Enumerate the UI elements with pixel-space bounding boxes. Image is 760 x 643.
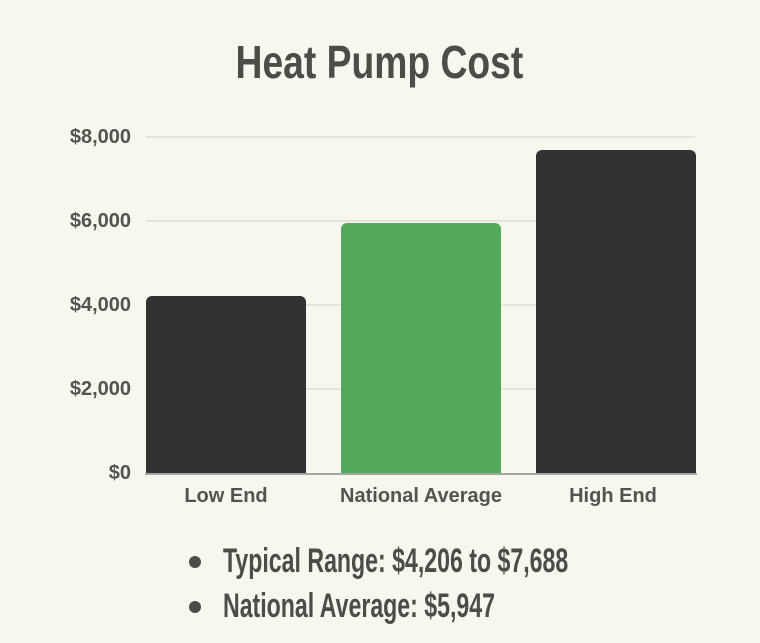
bar-high-end	[536, 150, 696, 473]
bullet-dot-icon	[189, 601, 201, 613]
chart-title: Heat Pump Cost	[235, 36, 524, 88]
gridline-6000	[146, 220, 695, 222]
x-label-national-average: National Average	[340, 485, 502, 507]
note-typical-range-text: Typical Range: $4,206 to $7,688	[223, 542, 569, 580]
bar-low-end	[146, 296, 306, 473]
y-tick-8000: $8,000	[69, 126, 131, 148]
note-national-average: National Average: $5,947	[183, 588, 731, 624]
notes-list: Typical Range: $4,206 to $7,688 National…	[183, 543, 731, 633]
x-label-low-end: Low End	[184, 485, 268, 507]
y-tick-2000: $2,000	[69, 378, 131, 400]
y-tick-0: $0	[108, 462, 131, 484]
plot-area	[145, 136, 697, 475]
bar-national-average	[341, 223, 501, 473]
bars-group	[145, 137, 697, 473]
y-axis: $8,000 $6,000 $4,000 $2,000 $0	[0, 126, 131, 484]
x-axis-baseline	[145, 473, 697, 475]
x-label-high-end: High End	[569, 485, 657, 507]
y-tick-6000: $6,000	[69, 210, 131, 232]
note-typical-range: Typical Range: $4,206 to $7,688	[183, 543, 731, 579]
note-national-average-text: National Average: $5,947	[223, 587, 495, 625]
bullet-dot-icon	[189, 556, 201, 568]
gridline-8000	[146, 136, 695, 138]
x-axis: Low End National Average High End	[145, 484, 697, 508]
y-tick-4000: $4,000	[69, 294, 131, 316]
